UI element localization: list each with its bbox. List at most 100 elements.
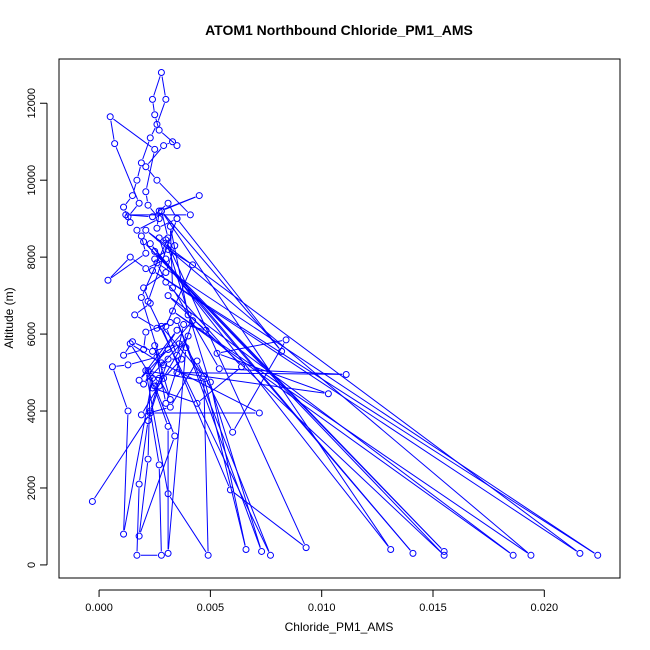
data-point bbox=[440, 551, 448, 559]
data-point bbox=[88, 497, 96, 505]
series-segment bbox=[168, 284, 240, 365]
series-segment bbox=[150, 414, 160, 462]
series-segment bbox=[166, 324, 192, 400]
y-tick-label: 6000 bbox=[26, 322, 38, 346]
series-segment bbox=[155, 349, 170, 396]
series-segment bbox=[158, 266, 165, 279]
data-point bbox=[155, 215, 163, 223]
data-point bbox=[133, 551, 141, 559]
series-segment bbox=[125, 198, 131, 205]
series-segment bbox=[113, 118, 152, 148]
data-point bbox=[146, 407, 154, 415]
data-point bbox=[140, 238, 148, 246]
y-tick-label: 8000 bbox=[26, 245, 38, 269]
series-segment bbox=[170, 230, 188, 312]
data-point bbox=[206, 378, 214, 386]
series-segment bbox=[151, 127, 156, 135]
data-point bbox=[166, 319, 174, 327]
series-segment bbox=[131, 346, 151, 376]
series-segment bbox=[220, 340, 283, 354]
data-point bbox=[202, 326, 210, 334]
data-point bbox=[144, 201, 152, 209]
data-point bbox=[142, 328, 150, 336]
series-segment bbox=[123, 415, 129, 531]
data-point bbox=[151, 382, 159, 390]
series-segment bbox=[110, 259, 128, 278]
series-segment bbox=[156, 388, 194, 403]
data-point bbox=[155, 207, 163, 215]
data-point bbox=[142, 163, 150, 171]
data-point bbox=[182, 344, 190, 352]
series-segment bbox=[154, 349, 166, 400]
data-point bbox=[149, 267, 156, 275]
data-point bbox=[164, 199, 172, 207]
series-segment bbox=[233, 491, 304, 546]
data-point bbox=[153, 324, 161, 332]
data-point bbox=[173, 369, 181, 377]
series-segment bbox=[170, 297, 442, 553]
series-segment bbox=[113, 370, 128, 408]
data-point bbox=[189, 317, 197, 325]
data-point bbox=[149, 347, 156, 355]
series-segment bbox=[116, 364, 125, 367]
series-segment bbox=[175, 312, 511, 554]
series-segment bbox=[166, 243, 261, 548]
series-segment bbox=[158, 468, 162, 552]
data-point bbox=[166, 395, 174, 403]
data-point bbox=[155, 374, 163, 382]
data-point bbox=[144, 367, 152, 375]
data-point bbox=[146, 372, 154, 380]
data-point bbox=[164, 234, 172, 242]
data-point bbox=[440, 547, 448, 555]
data-point bbox=[166, 222, 174, 230]
series-segment bbox=[146, 274, 163, 287]
series-segment bbox=[177, 324, 261, 548]
series-segment bbox=[159, 182, 188, 213]
data-point bbox=[131, 311, 139, 319]
series-segment bbox=[131, 357, 154, 365]
data-point bbox=[153, 120, 161, 128]
series-segment bbox=[136, 488, 140, 552]
x-tick-label: 0.000 bbox=[85, 602, 113, 614]
data-point bbox=[509, 551, 517, 559]
series-segment bbox=[199, 368, 239, 402]
data-point bbox=[162, 95, 170, 103]
data-point bbox=[135, 376, 143, 384]
data-point bbox=[164, 355, 172, 363]
data-point bbox=[164, 490, 172, 498]
y-tick-label: 12000 bbox=[26, 88, 38, 119]
data-point bbox=[106, 113, 114, 121]
data-point bbox=[215, 365, 223, 373]
series-segment bbox=[180, 372, 325, 394]
data-point bbox=[387, 546, 395, 554]
y-tick-label: 10000 bbox=[26, 165, 38, 196]
series-segment bbox=[161, 132, 175, 144]
data-point bbox=[146, 240, 154, 248]
data-point bbox=[108, 363, 116, 371]
data-point bbox=[238, 363, 246, 371]
data-point bbox=[173, 142, 181, 150]
data-point bbox=[278, 347, 286, 355]
y-axis: 0 2000 4000 6000 8000 10000 12000 bbox=[26, 88, 48, 568]
series-segment bbox=[160, 219, 174, 228]
data-point bbox=[151, 145, 159, 153]
series-segment bbox=[175, 312, 528, 554]
data-point bbox=[133, 176, 141, 184]
x-tick-label: 0.015 bbox=[419, 602, 447, 614]
data-point bbox=[155, 461, 163, 469]
series-segment bbox=[178, 324, 270, 552]
data-point bbox=[160, 142, 168, 150]
data-point bbox=[128, 192, 136, 200]
data-point bbox=[162, 278, 170, 286]
y-axis-label: Altitude (m) bbox=[2, 287, 16, 348]
data-point bbox=[137, 159, 145, 167]
data-point bbox=[169, 138, 177, 146]
data-point bbox=[126, 219, 134, 227]
series-segment bbox=[148, 148, 162, 164]
data-point bbox=[409, 549, 417, 557]
series-segment bbox=[165, 361, 180, 376]
data-point bbox=[120, 203, 128, 211]
data-point bbox=[146, 134, 154, 142]
series-segment bbox=[152, 246, 389, 547]
